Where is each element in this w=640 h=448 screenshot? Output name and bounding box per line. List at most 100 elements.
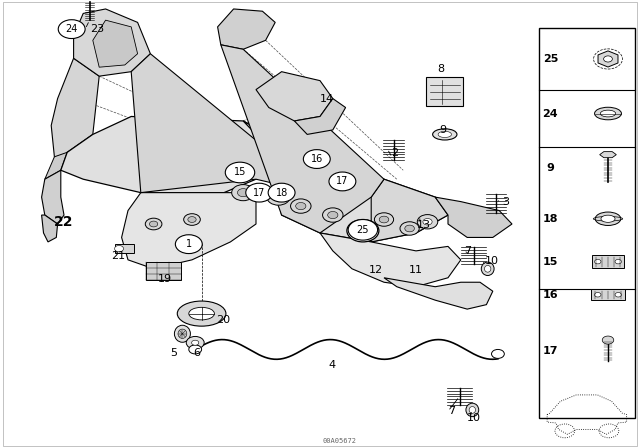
Ellipse shape xyxy=(433,129,457,140)
Circle shape xyxy=(615,293,621,297)
FancyBboxPatch shape xyxy=(591,289,625,300)
Polygon shape xyxy=(131,54,282,193)
Text: 13: 13 xyxy=(417,220,431,230)
Circle shape xyxy=(404,225,415,232)
Text: 9: 9 xyxy=(547,163,554,173)
Circle shape xyxy=(150,221,157,227)
Text: 15: 15 xyxy=(543,257,558,267)
Polygon shape xyxy=(294,99,346,134)
Circle shape xyxy=(492,349,504,358)
Circle shape xyxy=(186,336,204,349)
Text: 4: 4 xyxy=(328,360,335,370)
Circle shape xyxy=(604,56,612,62)
Text: 25: 25 xyxy=(543,54,558,64)
Text: 15: 15 xyxy=(234,168,246,177)
Polygon shape xyxy=(51,58,99,170)
Polygon shape xyxy=(600,151,616,158)
Circle shape xyxy=(267,189,290,205)
Text: 2: 2 xyxy=(391,148,399,158)
Polygon shape xyxy=(256,72,333,121)
Ellipse shape xyxy=(595,107,621,120)
FancyBboxPatch shape xyxy=(115,244,134,253)
Text: 18: 18 xyxy=(275,188,288,198)
Text: 17: 17 xyxy=(253,188,266,198)
Circle shape xyxy=(184,214,200,225)
Text: 24: 24 xyxy=(543,108,558,119)
Text: 12: 12 xyxy=(369,265,383,275)
Text: 8: 8 xyxy=(436,65,444,74)
Circle shape xyxy=(268,183,295,202)
Text: 11: 11 xyxy=(409,265,423,275)
Circle shape xyxy=(291,199,311,213)
Ellipse shape xyxy=(466,403,479,417)
Polygon shape xyxy=(45,152,67,179)
Ellipse shape xyxy=(481,262,494,276)
Text: 16: 16 xyxy=(310,154,323,164)
Polygon shape xyxy=(61,116,282,193)
Text: 25: 25 xyxy=(356,226,369,236)
Circle shape xyxy=(145,218,162,230)
Text: 21: 21 xyxy=(111,251,125,261)
Circle shape xyxy=(225,162,255,183)
Text: 17: 17 xyxy=(336,177,349,186)
Ellipse shape xyxy=(177,301,226,326)
Circle shape xyxy=(602,336,614,344)
Polygon shape xyxy=(74,9,150,76)
Circle shape xyxy=(595,259,601,264)
Text: 16: 16 xyxy=(543,290,558,300)
Text: 00A05672: 00A05672 xyxy=(322,439,356,444)
Text: 3: 3 xyxy=(502,198,509,207)
Polygon shape xyxy=(320,233,461,287)
Ellipse shape xyxy=(174,325,191,342)
Circle shape xyxy=(323,208,343,222)
Text: 10: 10 xyxy=(467,413,481,422)
Text: 20: 20 xyxy=(216,315,230,325)
Circle shape xyxy=(329,172,356,191)
Polygon shape xyxy=(384,278,493,309)
Polygon shape xyxy=(93,20,138,67)
Circle shape xyxy=(423,219,432,225)
Ellipse shape xyxy=(178,329,187,338)
Text: 6: 6 xyxy=(194,348,200,358)
Text: 24: 24 xyxy=(65,24,78,34)
Ellipse shape xyxy=(600,110,616,117)
Polygon shape xyxy=(598,51,618,67)
Polygon shape xyxy=(243,121,448,242)
Text: 19: 19 xyxy=(158,274,172,284)
Text: 23: 23 xyxy=(90,24,104,34)
Text: 22: 22 xyxy=(54,215,74,229)
Circle shape xyxy=(191,340,199,345)
FancyBboxPatch shape xyxy=(539,28,635,418)
Circle shape xyxy=(374,213,394,226)
Circle shape xyxy=(347,220,379,242)
Polygon shape xyxy=(42,215,58,242)
Ellipse shape xyxy=(484,265,491,272)
Circle shape xyxy=(175,235,202,254)
Ellipse shape xyxy=(438,131,451,138)
Circle shape xyxy=(417,215,438,229)
Circle shape xyxy=(58,20,85,39)
Text: 9: 9 xyxy=(439,125,447,135)
Circle shape xyxy=(379,216,389,223)
FancyBboxPatch shape xyxy=(426,77,463,106)
Polygon shape xyxy=(42,170,64,224)
Circle shape xyxy=(303,150,330,168)
Polygon shape xyxy=(435,197,512,237)
Circle shape xyxy=(115,246,124,252)
Circle shape xyxy=(348,220,378,240)
Circle shape xyxy=(189,345,202,354)
Ellipse shape xyxy=(469,407,476,413)
Ellipse shape xyxy=(595,212,621,225)
Text: 17: 17 xyxy=(543,346,558,356)
Text: 18: 18 xyxy=(543,214,558,224)
Circle shape xyxy=(296,202,306,210)
Ellipse shape xyxy=(601,215,615,222)
Text: 25: 25 xyxy=(356,225,369,235)
Circle shape xyxy=(246,183,273,202)
Circle shape xyxy=(237,189,249,197)
Text: 7: 7 xyxy=(463,246,471,256)
Ellipse shape xyxy=(189,307,214,320)
Polygon shape xyxy=(371,179,448,242)
Circle shape xyxy=(328,211,338,219)
Circle shape xyxy=(595,293,601,297)
